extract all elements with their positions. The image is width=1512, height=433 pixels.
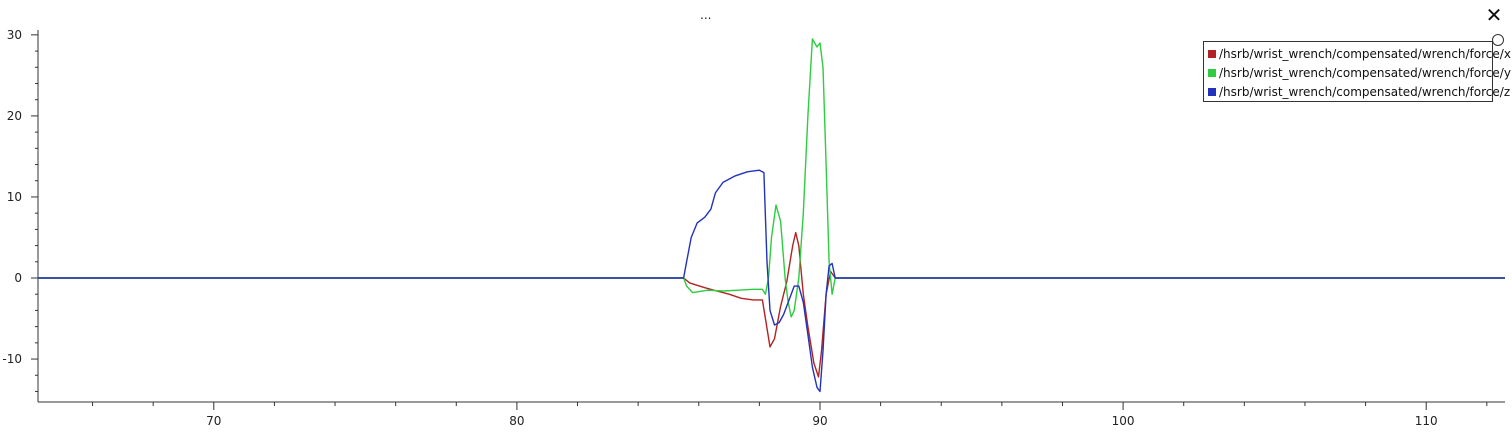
legend-item-force-z: /hsrb/wrist_wrench/compensated/wrench/fo…: [1208, 82, 1510, 101]
legend-label-force-z: /hsrb/wrist_wrench/compensated/wrench/fo…: [1219, 84, 1511, 99]
y-tick-label: 0: [14, 271, 22, 285]
chart-legend: /hsrb/wrist_wrench/compensated/wrench/fo…: [1203, 41, 1511, 102]
series-line-force-z: [38, 169, 1505, 393]
y-tick-label: 10: [7, 190, 22, 204]
close-icon[interactable]: ✕: [1485, 3, 1503, 27]
x-tick-label: 80: [509, 414, 524, 428]
legend-item-force-x: /hsrb/wrist_wrench/compensated/wrench/fo…: [1208, 44, 1511, 63]
legend-swatch-force-z: [1208, 87, 1216, 96]
series-line-force-x: [38, 231, 1505, 378]
y-tick-label: 20: [7, 109, 22, 123]
chart-series-lines: [38, 38, 1505, 393]
legend-label-force-x: /hsrb/wrist_wrench/compensated/wrench/fo…: [1219, 46, 1511, 61]
legend-swatch-force-y: [1208, 68, 1216, 77]
legend-resize-handle[interactable]: [1492, 34, 1504, 46]
legend-label-force-y: /hsrb/wrist_wrench/compensated/wrench/fo…: [1219, 65, 1511, 80]
y-tick-label: 30: [7, 28, 22, 42]
x-tick-label: 110: [1415, 414, 1438, 428]
legend-swatch-force-x: [1208, 49, 1216, 58]
chart-axes: -10 0 10 20 30 70 80 90 100 110: [2, 28, 1505, 428]
x-tick-label: 100: [1112, 414, 1135, 428]
x-tick-label: 90: [812, 414, 827, 428]
x-tick-label: 70: [206, 414, 221, 428]
series-line-force-y: [38, 38, 1505, 318]
legend-item-force-y: /hsrb/wrist_wrench/compensated/wrench/fo…: [1208, 63, 1511, 82]
window-title: ...: [700, 8, 712, 22]
y-tick-label: -10: [2, 352, 22, 366]
